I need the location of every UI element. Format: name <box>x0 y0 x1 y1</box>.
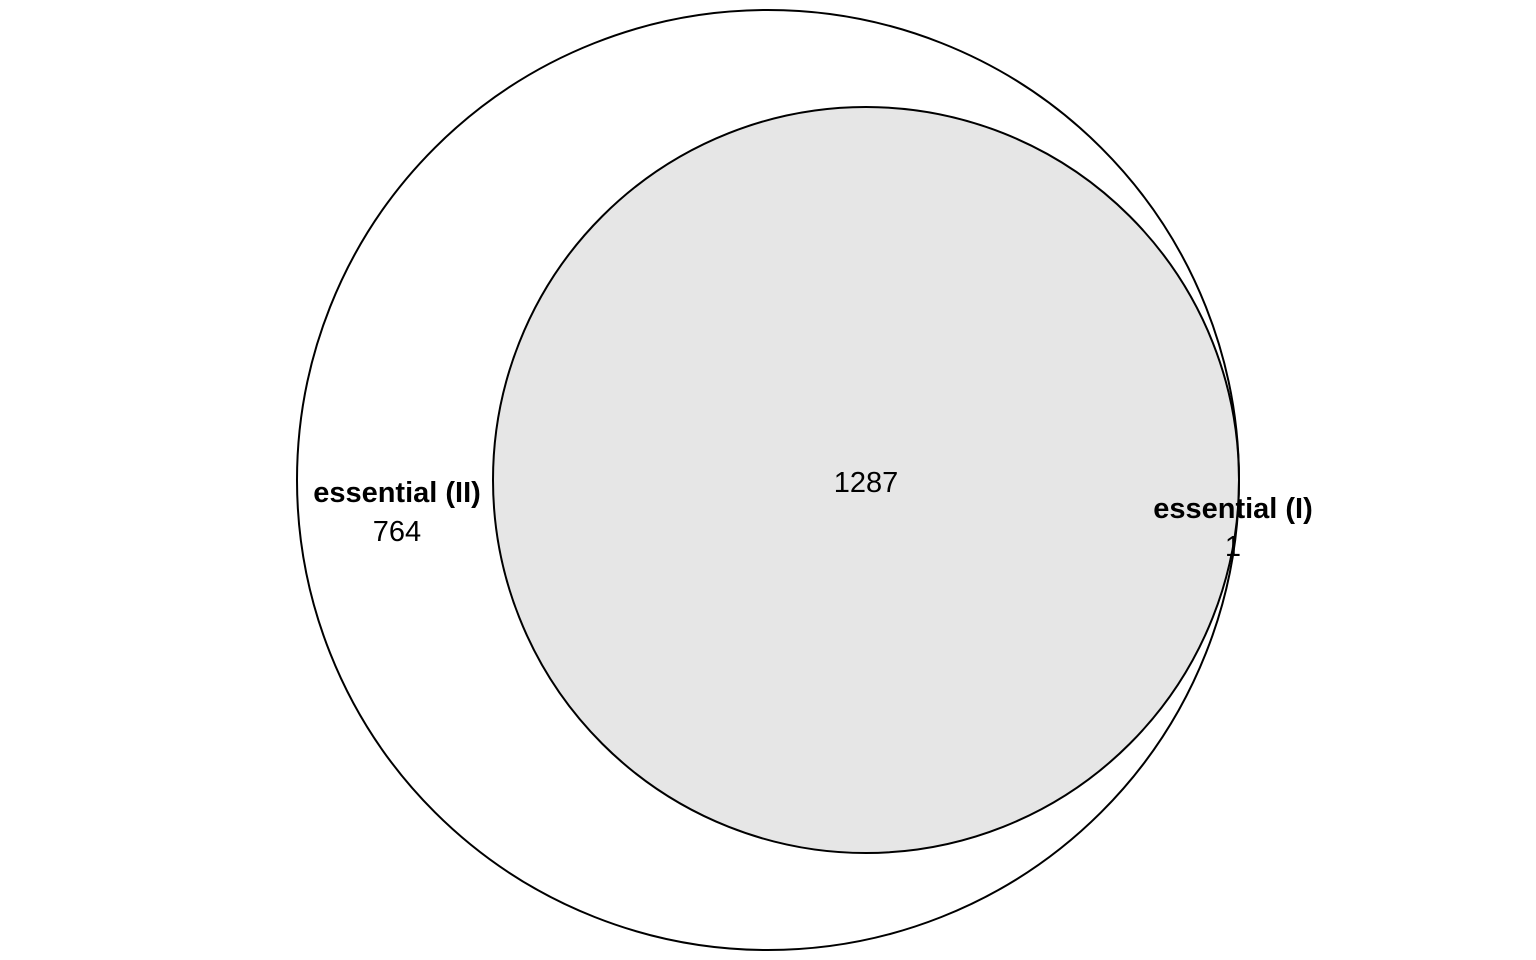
set-ii-label: essential (II) <box>313 477 481 509</box>
intersection-region <box>493 107 1239 853</box>
intersection-count: 1287 <box>834 467 899 499</box>
set-i-outline <box>492 106 1240 854</box>
set-i-label: essential (I) <box>1153 493 1313 525</box>
set-i-only-count: 1 <box>1225 531 1241 563</box>
set-ii-only-count: 764 <box>373 516 421 548</box>
